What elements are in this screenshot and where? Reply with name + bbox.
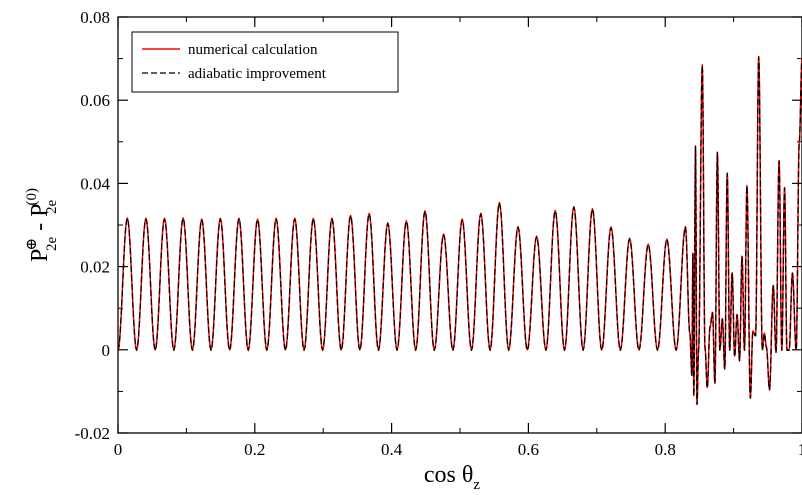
y-tick-label: 0.08: [80, 8, 110, 27]
legend: numerical calculation adiabatic improvem…: [131, 31, 399, 93]
y-tick-label: 0.06: [80, 91, 110, 110]
y-title-sub1: 2e: [44, 237, 60, 252]
y-title-sub2: 2e: [44, 200, 60, 215]
x-tick-label: 0.6: [518, 440, 539, 459]
y-title-minus: -: [27, 217, 53, 237]
y-tick-label: 0.02: [80, 258, 110, 277]
x-tick-label: 0: [114, 440, 123, 459]
legend-label-adiabatic-improvement: adiabatic improvement: [188, 66, 327, 82]
y-title-p2: P: [27, 204, 53, 217]
x-axis-title: cos θz: [424, 462, 481, 493]
y-tick-label: 0: [102, 341, 111, 360]
y-tick-label: -0.02: [75, 424, 110, 443]
y-tick-label: 0.04: [80, 174, 110, 193]
x-tick-label: 1: [798, 440, 802, 459]
y-title-sup1: ⊕: [24, 238, 40, 251]
y-axis-title-text: P⊕ 2e - P(0)2e: [24, 188, 60, 262]
x-axis-title-main: cos θ: [424, 462, 474, 488]
x-tick-label: 0.8: [655, 440, 676, 459]
legend-box: [131, 31, 399, 93]
x-axis-title-subscript: z: [473, 477, 480, 493]
x-tick-label: 0.4: [381, 440, 403, 459]
y-axis-title: P⊕ 2e - P(0)2e: [24, 188, 60, 262]
series-line-adiabatic-improvement: [117, 56, 802, 406]
x-tick-label: 0.2: [244, 440, 265, 459]
y-title-sup2: (0): [24, 188, 40, 206]
legend-label-numerical-calculation: numerical calculation: [188, 42, 318, 58]
series-group: [117, 55, 802, 406]
y-title-p1: P: [27, 249, 53, 262]
